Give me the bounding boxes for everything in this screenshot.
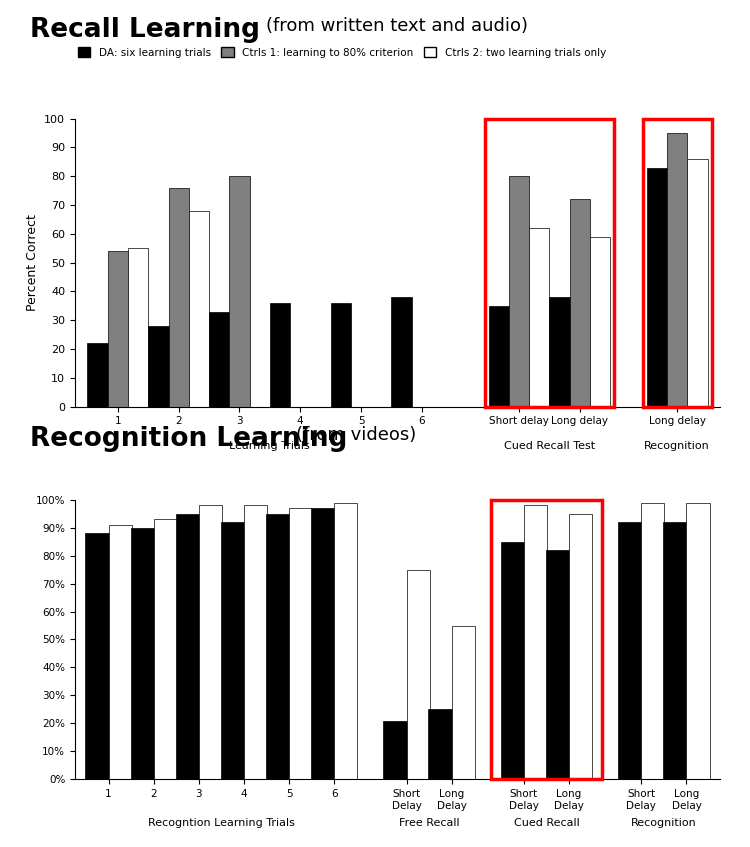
Legend: DA: six learning trials, Ctrls 1: learning to 80% criterion, Ctrls 2: two learni: DA: six learning trials, Ctrls 1: learni… xyxy=(74,43,610,62)
Bar xyxy=(383,721,406,779)
Bar xyxy=(220,522,244,779)
Text: Cued Recall: Cued Recall xyxy=(514,818,579,828)
Y-axis label: Percent Correct: Percent Correct xyxy=(26,214,39,311)
Bar xyxy=(169,188,189,407)
Bar xyxy=(189,211,209,407)
Text: Free Recall: Free Recall xyxy=(399,818,460,828)
Bar xyxy=(128,248,148,407)
Text: Recall Learning: Recall Learning xyxy=(30,17,260,43)
Bar xyxy=(667,133,687,407)
Bar xyxy=(501,542,524,779)
Text: Recogntion Learning Trials: Recogntion Learning Trials xyxy=(148,818,295,828)
Bar xyxy=(290,508,312,779)
Text: Recognition Learning: Recognition Learning xyxy=(30,426,347,452)
Bar xyxy=(569,513,592,779)
Bar xyxy=(687,159,707,407)
Text: (from videos): (from videos) xyxy=(296,426,416,444)
Bar xyxy=(311,508,334,779)
Text: Recognition: Recognition xyxy=(644,441,710,451)
Bar xyxy=(331,303,351,407)
Bar xyxy=(392,297,412,407)
Bar xyxy=(590,236,610,407)
Bar xyxy=(546,550,569,779)
Bar xyxy=(244,506,267,779)
Bar xyxy=(148,326,169,407)
Bar xyxy=(406,569,430,779)
Bar xyxy=(108,251,128,407)
Bar xyxy=(641,502,664,779)
Bar xyxy=(86,534,109,779)
Bar xyxy=(570,199,590,407)
Bar xyxy=(334,502,358,779)
Bar xyxy=(489,306,509,407)
Bar xyxy=(109,525,132,779)
Bar xyxy=(130,528,154,779)
Bar xyxy=(154,519,177,779)
Bar xyxy=(550,297,570,407)
Bar xyxy=(88,343,108,407)
Bar xyxy=(266,513,290,779)
Bar xyxy=(643,119,712,407)
Bar xyxy=(530,228,550,407)
Bar xyxy=(686,502,709,779)
Bar xyxy=(230,176,250,407)
Text: Cued Recall Test: Cued Recall Test xyxy=(504,441,595,451)
Bar xyxy=(663,522,686,779)
Bar xyxy=(209,312,230,407)
Bar xyxy=(270,303,290,407)
Bar xyxy=(618,522,641,779)
Text: (from written text and audio): (from written text and audio) xyxy=(266,17,528,35)
Bar xyxy=(452,625,475,779)
Text: Recognition: Recognition xyxy=(631,818,697,828)
Bar xyxy=(646,168,667,407)
Bar xyxy=(428,709,451,779)
Bar xyxy=(176,513,199,779)
Text: Learning Trials: Learning Trials xyxy=(230,441,310,451)
Bar xyxy=(509,176,530,407)
Bar xyxy=(484,119,614,407)
Bar xyxy=(491,500,602,779)
Bar xyxy=(524,506,547,779)
Bar xyxy=(199,506,222,779)
